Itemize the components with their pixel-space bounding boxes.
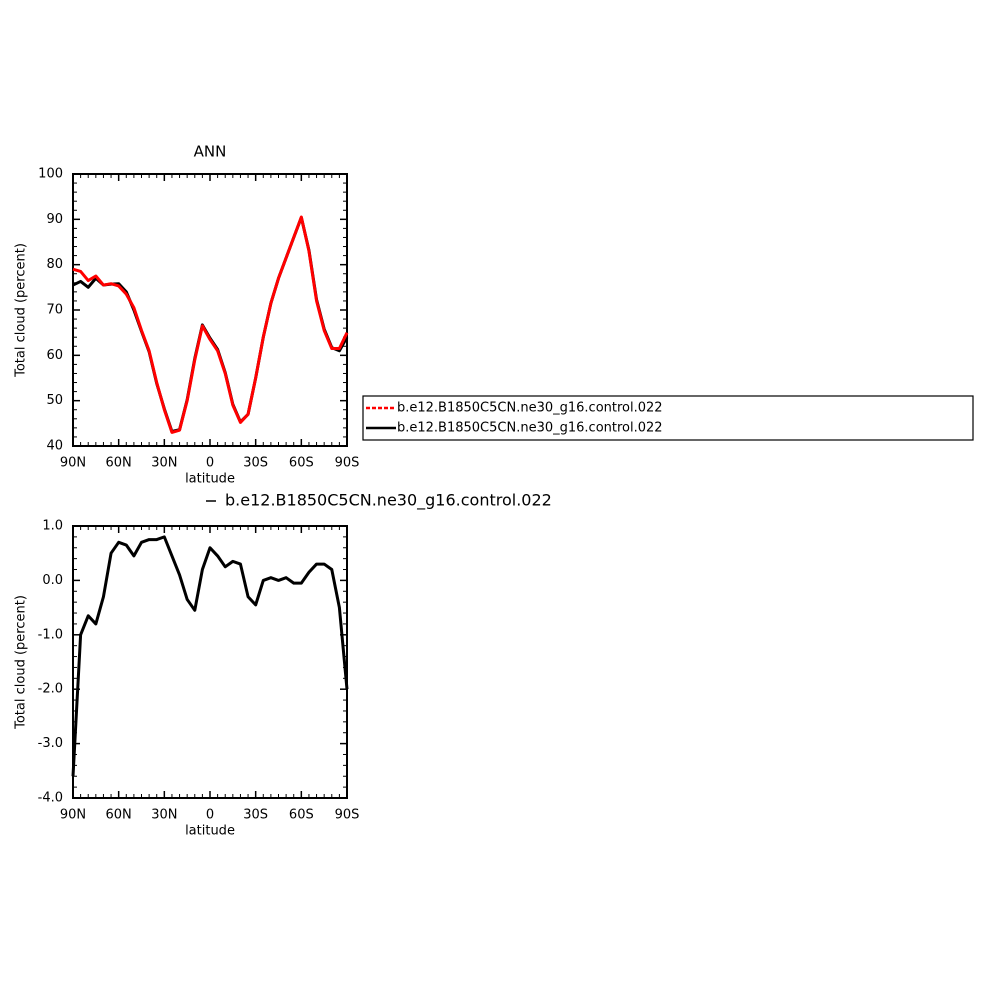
x-axis-label: latitude: [185, 824, 235, 839]
y-tick-label: 70: [46, 303, 63, 318]
y-tick-label: -1.0: [38, 627, 63, 642]
x-tick-label: 0: [206, 456, 214, 471]
y-axis-label: Total cloud (percent): [14, 595, 29, 730]
y-tick-label: 1.0: [42, 519, 63, 534]
y-tick-label: -3.0: [38, 736, 63, 751]
x-tick-label: 30S: [243, 456, 268, 471]
x-tick-label: 60N: [106, 456, 132, 471]
y-tick-label: -2.0: [38, 682, 63, 697]
legend-label: b.e12.B1850C5CN.ne30_g16.control.022: [397, 401, 663, 416]
x-tick-label: 90N: [60, 456, 86, 471]
plot-frame: [72, 173, 348, 447]
x-tick-label: 30N: [151, 808, 177, 823]
y-tick-label: 40: [46, 439, 63, 454]
legend-label: b.e12.B1850C5CN.ne30_g16.control.022: [225, 491, 552, 511]
chart-title: ANN: [194, 143, 227, 161]
y-tick-label: 50: [46, 393, 63, 408]
x-tick-label: 60S: [289, 456, 314, 471]
legend-label: b.e12.B1850C5CN.ne30_g16.control.022: [397, 421, 663, 436]
y-tick-label: 90: [46, 212, 63, 227]
x-tick-label: 90N: [60, 808, 86, 823]
x-tick-label: 90S: [335, 456, 360, 471]
y-tick-label: 100: [38, 167, 63, 182]
data-line: [72, 215, 349, 434]
x-tick-label: 60N: [106, 808, 132, 823]
x-tick-label: 0: [206, 808, 214, 823]
x-tick-label: 60S: [289, 808, 314, 823]
x-tick-label: 30S: [243, 808, 268, 823]
x-tick-label: 90S: [335, 808, 360, 823]
y-tick-label: -4.0: [38, 791, 63, 806]
y-tick-label: 80: [46, 257, 63, 272]
y-tick-label: 60: [46, 348, 63, 363]
legend-box: [362, 395, 974, 441]
y-axis-label: Total cloud (percent): [14, 243, 29, 378]
y-tick-label: 0.0: [42, 573, 63, 588]
x-tick-label: 30N: [151, 456, 177, 471]
x-axis-label: latitude: [185, 472, 235, 487]
data-line: [72, 216, 349, 433]
plot-frame: [72, 525, 348, 799]
data-line: [71, 535, 349, 777]
